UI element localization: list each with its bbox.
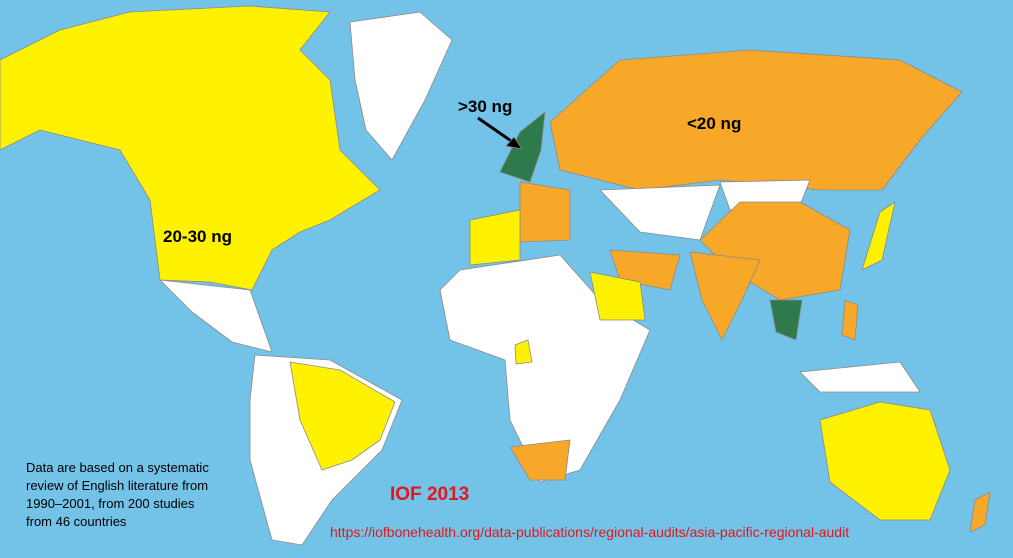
greenland [349, 11, 453, 161]
saudi-arabia [589, 271, 646, 321]
new-zealand [969, 491, 991, 533]
japan [861, 201, 896, 271]
north-america [0, 5, 381, 291]
label-mid: 20-30 ng [163, 227, 232, 246]
australia [819, 401, 951, 521]
cameroon [514, 339, 533, 365]
philippines [841, 299, 859, 341]
note-line: review of English literature from [26, 478, 208, 493]
note-line: Data are based on a systematic [26, 460, 209, 475]
south-africa [509, 439, 571, 481]
indonesia [799, 361, 921, 393]
europe [519, 181, 571, 243]
label-low: <20 ng [687, 114, 741, 133]
arrow-head [505, 136, 523, 150]
western-europe [469, 209, 521, 266]
note-line: from 46 countries [26, 514, 127, 529]
source-url[interactable]: https://iofbonehealth.org/data-publicati… [330, 524, 849, 540]
southeast-asia [769, 299, 803, 341]
credit: IOF 2013 [390, 484, 469, 505]
china [699, 201, 851, 301]
countries [0, 5, 991, 546]
india [689, 251, 761, 341]
brazil [289, 361, 396, 471]
note-line: 1990–2001, from 200 studies [26, 496, 195, 511]
label-high: >30 ng [458, 97, 512, 116]
scandinavia [499, 111, 546, 183]
russia [549, 49, 963, 191]
central-america [159, 279, 273, 353]
